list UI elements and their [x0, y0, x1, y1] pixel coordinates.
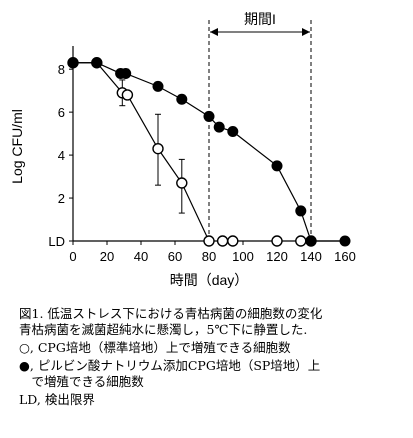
y-tick-label: 6: [58, 105, 65, 120]
y-tick-label: 2: [58, 191, 65, 206]
x-tick-label: 40: [134, 249, 148, 264]
period-annotation: 期間I: [208, 11, 312, 241]
data-point: [305, 235, 317, 247]
data-point: [121, 89, 134, 101]
x-tick-label: 60: [168, 249, 182, 264]
caption-line-method: 青枯病菌を滅菌超純水に懸濁し，5℃下に静置した.: [19, 322, 308, 337]
caption-line-ld: LD, 検出限界: [19, 392, 95, 407]
data-point: [339, 235, 351, 247]
caption-line-open-circle: ○, CPG培地（標準培地）上で増殖できる細胞数: [19, 340, 291, 355]
series-open-circle: [67, 57, 317, 247]
data-point: [91, 57, 103, 69]
period-arrow-left-head: [210, 28, 218, 36]
data-point: [152, 142, 164, 155]
plot-area: 0 20 40 60 80 100 120 140 160 LD 2 4 6 8: [48, 46, 356, 264]
y-tick-label: 8: [58, 62, 65, 77]
data-point: [203, 235, 215, 247]
period-arrow-right-head: [302, 28, 310, 36]
data-point: [120, 67, 132, 79]
caption-line-filled-circle-cont: で増殖できる細胞数: [19, 374, 144, 389]
y-axis-label: Log CFU/ml: [9, 109, 25, 184]
data-point: [152, 80, 164, 92]
data-point: [176, 93, 188, 105]
data-point: [203, 110, 215, 122]
x-tick-label: 140: [300, 249, 322, 264]
data-point: [216, 235, 229, 247]
data-point: [227, 235, 239, 247]
x-tick-label: 160: [334, 249, 356, 264]
chart: 期間I 0 20 40 60 80 100 120 140 160 LD 2 4 6 8 Log CFU/…: [9, 11, 356, 288]
y-tick-label: LD: [48, 234, 65, 249]
data-point: [67, 57, 79, 69]
x-tick-label: 100: [232, 249, 254, 264]
data-point: [227, 125, 239, 137]
data-point: [271, 235, 283, 247]
caption-title: 図1. 低温ストレス下における青枯病菌の細胞数の変化: [19, 306, 323, 321]
x-tick-label: 80: [202, 249, 216, 264]
data-point: [295, 205, 307, 217]
series-filled-circle: [67, 57, 351, 247]
series-line: [73, 62, 210, 242]
x-tick-label: 0: [69, 249, 76, 264]
y-tick-label: 4: [58, 148, 65, 163]
data-point: [176, 177, 188, 189]
caption-line-filled-circle: ●, ピルビン酸ナトリウム添加CPG培地（SP培地）上: [19, 358, 321, 373]
data-point: [213, 121, 225, 133]
x-tick-label: 120: [266, 249, 288, 264]
x-axis-label: 時間（day）: [170, 272, 249, 288]
x-tick-label: 20: [100, 249, 114, 264]
data-point: [295, 235, 307, 247]
period-label: 期間I: [244, 11, 276, 27]
data-point: [271, 160, 283, 172]
